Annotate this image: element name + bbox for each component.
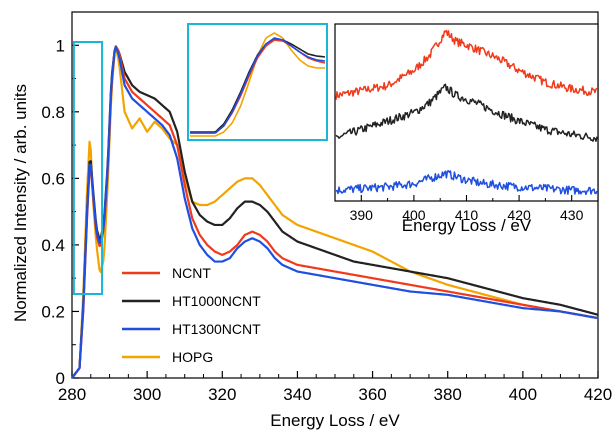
x-tick-label: 420 bbox=[584, 385, 612, 404]
x-tick-label: 320 bbox=[208, 385, 236, 404]
y-tick-label: 0.8 bbox=[41, 103, 65, 122]
y-tick-label: 0.2 bbox=[41, 302, 65, 321]
x-tick-label: 280 bbox=[58, 385, 86, 404]
series-line-ht1300ncnt bbox=[71, 45, 599, 379]
series-line-ncnt bbox=[71, 45, 599, 379]
x-tick-label: 400 bbox=[509, 385, 537, 404]
x-axis-title: Energy Loss / eV bbox=[270, 411, 400, 430]
y-tick-label: 0.4 bbox=[41, 236, 65, 255]
y-tick-label: 1 bbox=[56, 36, 65, 55]
y-axis-title: Normalized Intensity / arb. units bbox=[11, 84, 30, 322]
legend-label-ht1000ncnt: HT1000NCNT bbox=[172, 293, 261, 309]
legend: NCNT HT1000NCNT HT1300NCNT HOPG bbox=[122, 265, 261, 365]
x-tick-label: 400 bbox=[402, 207, 426, 223]
x-tick-label: 410 bbox=[455, 207, 479, 223]
legend-label-hopg: HOPG bbox=[172, 349, 213, 365]
inset-high-energy-zoom: 390 400 410 420 430 Energy Loss / eV bbox=[334, 23, 599, 235]
series-line-ht1000ncnt bbox=[71, 45, 599, 379]
series-line-ht1300ncnt bbox=[190, 37, 326, 134]
inset-frame bbox=[334, 23, 599, 202]
x-tick-label: 390 bbox=[350, 207, 374, 223]
legend-label-ncnt: NCNT bbox=[172, 265, 211, 281]
series-line-ncnt bbox=[335, 29, 598, 100]
x-tick-label: 300 bbox=[133, 385, 161, 404]
y-tick-label: 0.6 bbox=[41, 169, 65, 188]
x-tick-label: 420 bbox=[507, 207, 531, 223]
inset-frame bbox=[187, 23, 328, 141]
x-tick-label: 380 bbox=[434, 385, 462, 404]
inset-pre-edge-zoom bbox=[187, 23, 328, 141]
x-tick-label: 340 bbox=[283, 385, 311, 404]
series-line-ht1300ncnt bbox=[335, 170, 598, 196]
pre-edge-highlight-box bbox=[72, 41, 104, 295]
x-tick-label: 360 bbox=[358, 385, 386, 404]
series-line-ht1000ncnt bbox=[335, 83, 598, 142]
x-tick-label: 430 bbox=[560, 207, 584, 223]
legend-label-ht1300ncnt: HT1300NCNT bbox=[172, 321, 261, 337]
x-axis-title: Energy Loss / eV bbox=[402, 216, 532, 235]
y-tick-label: 0 bbox=[56, 369, 65, 388]
main-plot: 280 300 320 340 360 380 400 420 0 0.2 0.4 0.6 0.8 1 En… bbox=[11, 11, 612, 430]
